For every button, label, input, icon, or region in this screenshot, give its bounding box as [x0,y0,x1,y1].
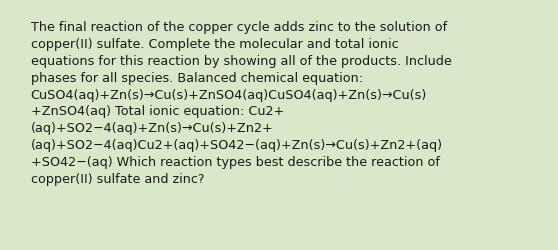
Text: The final reaction of the copper cycle adds zinc to the solution of
copper(II) s: The final reaction of the copper cycle a… [31,21,451,185]
